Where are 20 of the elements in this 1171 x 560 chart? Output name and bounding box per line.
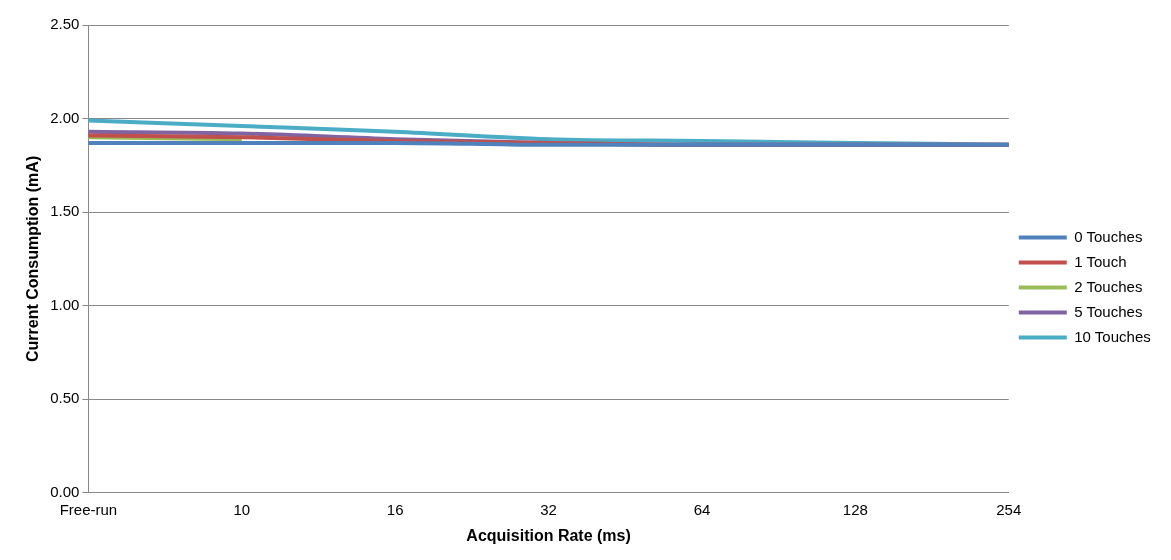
x-tick-label: 32 (540, 500, 557, 518)
y-tick-label: 2.00 (50, 108, 80, 126)
x-tick-label: 64 (693, 500, 711, 518)
x-tick-label: 10 (233, 500, 251, 518)
legend-label: 5 Touches (1074, 302, 1143, 320)
y-axis-title: Current Consumption (mA) (24, 155, 42, 362)
y-tick-label: 1.00 (50, 295, 80, 313)
x-tick-label: 254 (996, 500, 1022, 518)
y-tick-label: 0.50 (50, 389, 80, 407)
x-tick-label: 16 (386, 500, 404, 518)
legend-label: 10 Touches (1074, 327, 1151, 345)
y-tick-label: 0.00 (50, 482, 80, 500)
legend-label: 0 Touches (1074, 227, 1143, 245)
x-tick-label: Free-run (59, 500, 118, 518)
legend-label: 2 Touches (1074, 277, 1143, 295)
legend-label: 1 Touch (1074, 252, 1127, 270)
x-axis-title: Acquisition Rate (ms) (466, 526, 631, 544)
y-tick-label: 1.50 (50, 202, 80, 220)
x-tick-label: 128 (842, 500, 868, 518)
y-tick-label: 2.50 (50, 15, 80, 33)
